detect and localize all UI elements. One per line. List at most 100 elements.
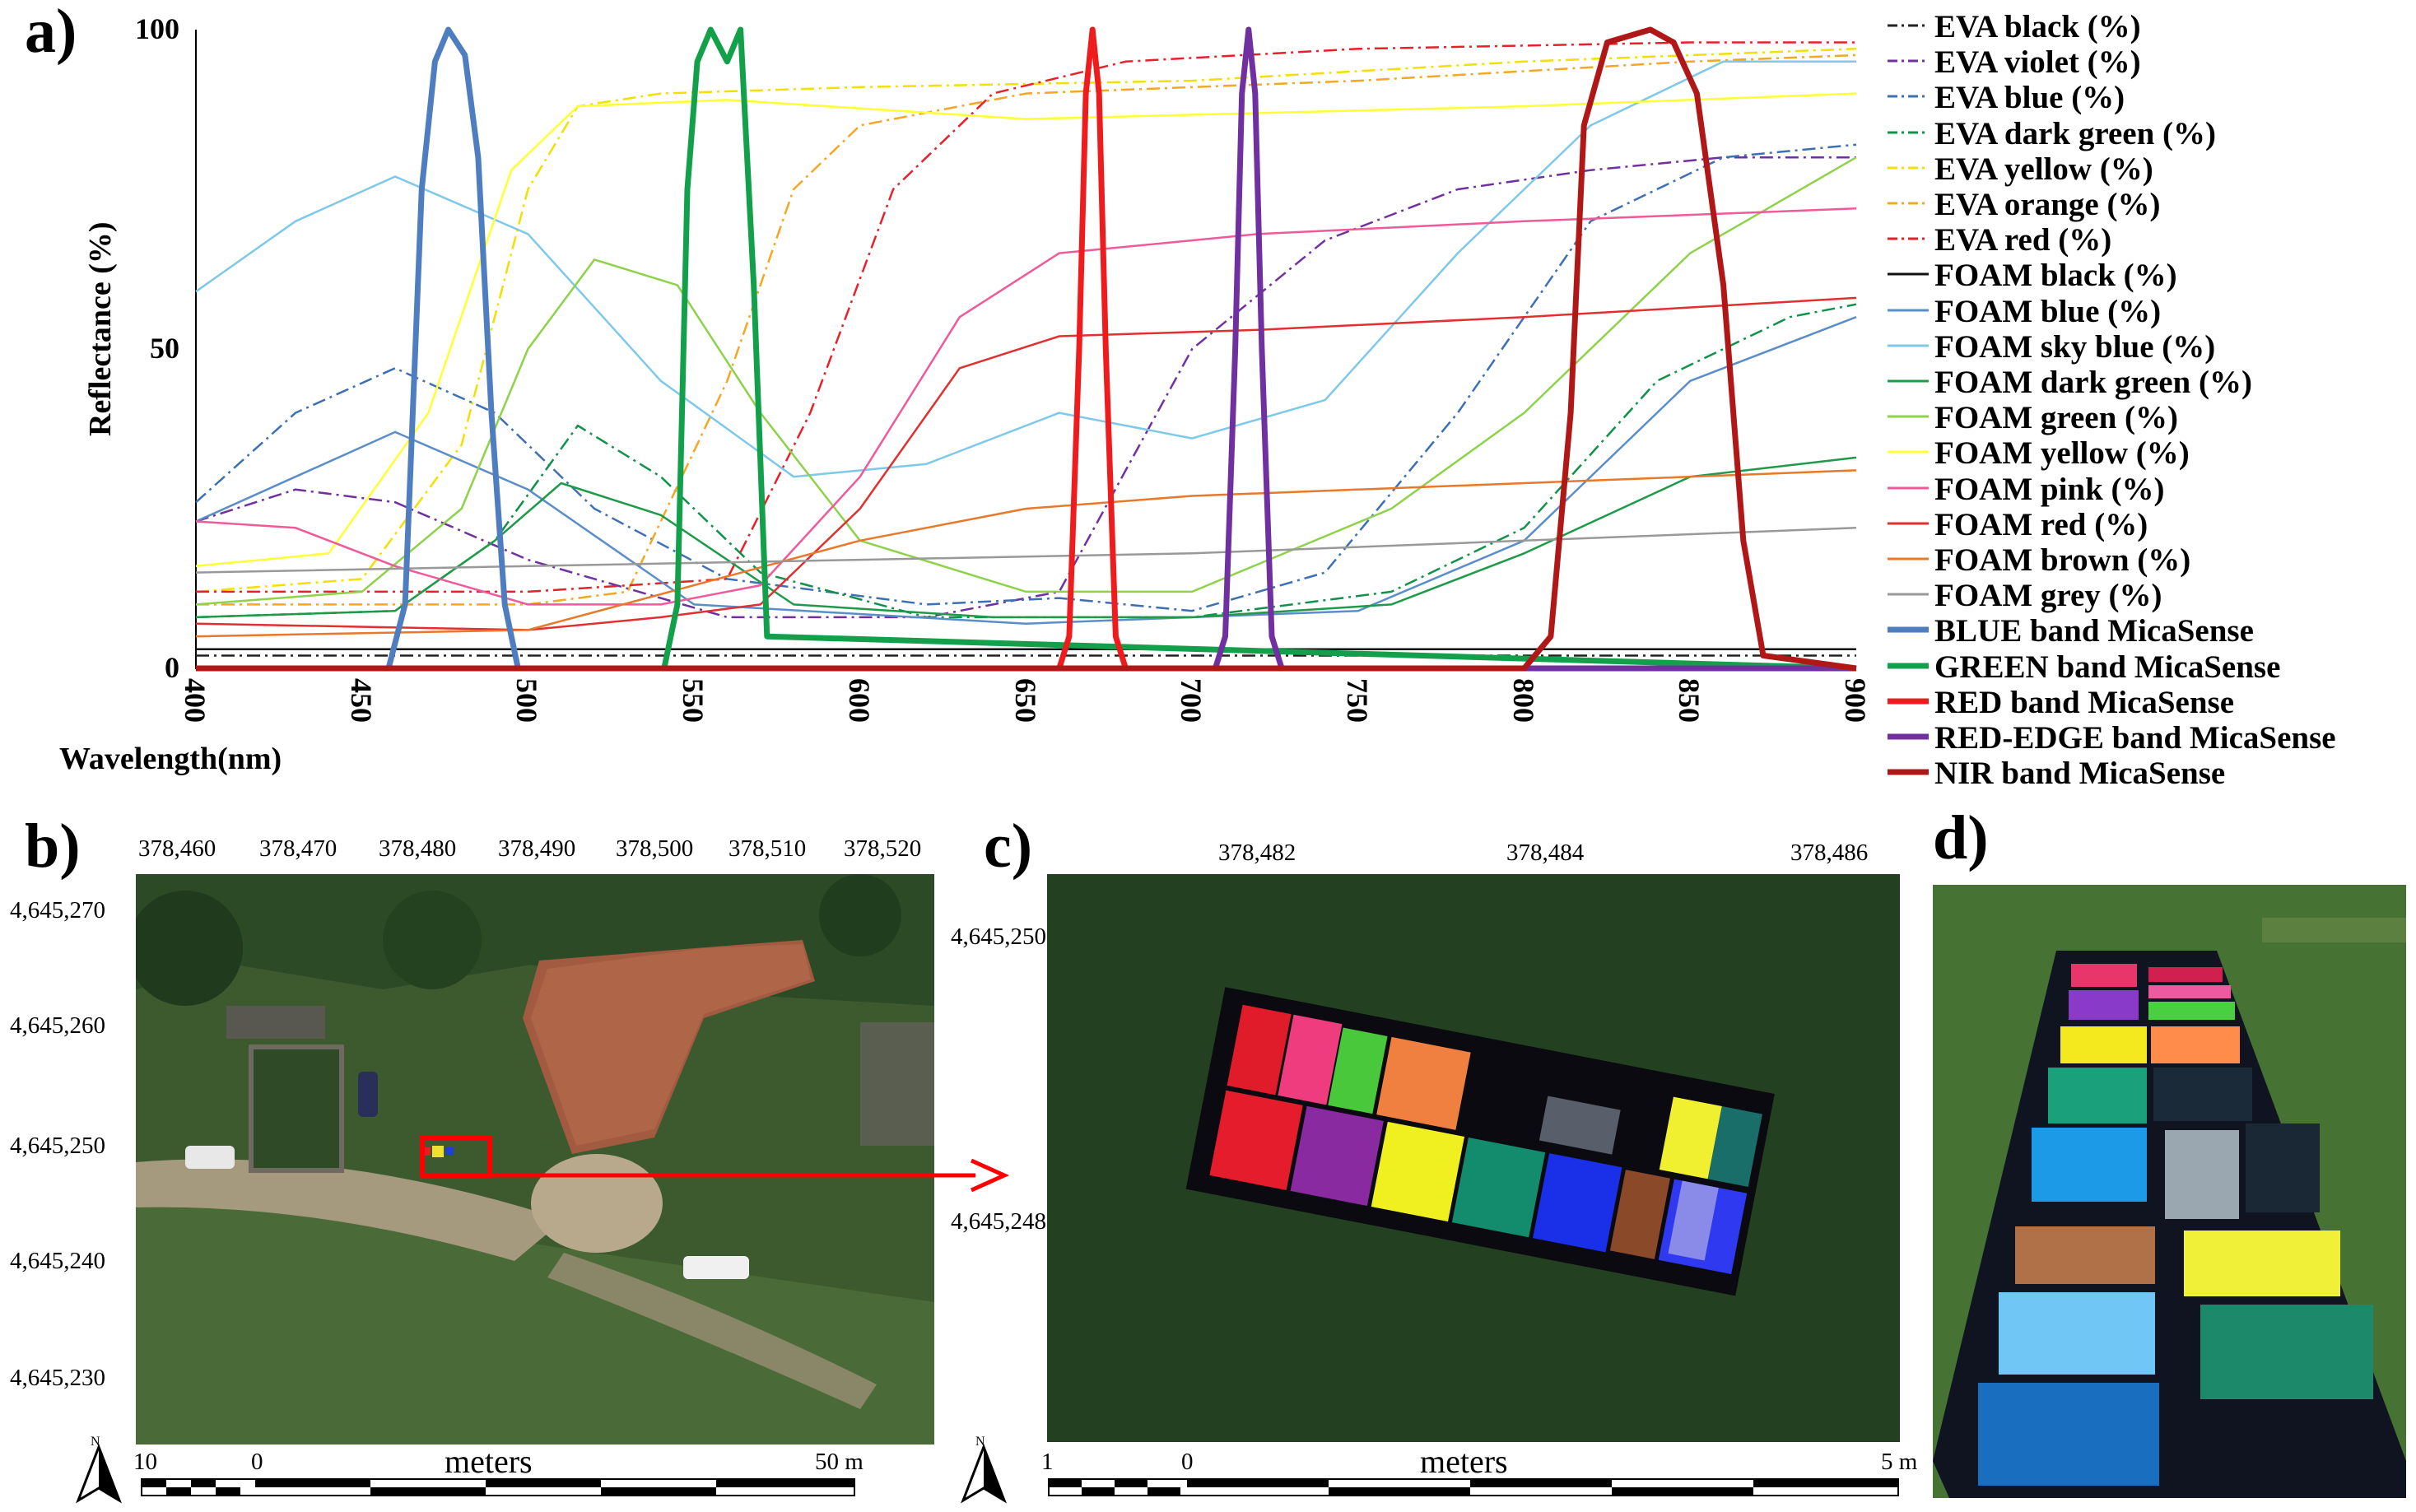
legend-swatch bbox=[1888, 626, 1929, 633]
legend-swatch bbox=[1888, 95, 1929, 98]
scale-c-right: 5 m bbox=[1881, 1449, 1918, 1475]
series-line-14 bbox=[195, 296, 1857, 631]
legend-label: RED band MicaSense bbox=[1934, 684, 2235, 720]
map-coord-label: 4,645,250 bbox=[951, 923, 1046, 950]
legend-swatch bbox=[1888, 698, 1929, 705]
legend-label: FOAM pink (%) bbox=[1934, 471, 2165, 507]
legend-label: EVA black (%) bbox=[1934, 9, 2141, 44]
legend-label: FOAM blue (%) bbox=[1934, 293, 2162, 329]
x-tick-label: 550 bbox=[677, 678, 710, 723]
spectral-chart bbox=[195, 26, 1857, 672]
legend-swatch bbox=[1888, 344, 1929, 347]
series-line-20 bbox=[196, 26, 1856, 672]
legend-swatch bbox=[1888, 486, 1929, 490]
legend-label: EVA red (%) bbox=[1934, 222, 2112, 258]
map-coord-label: 378,460 bbox=[138, 835, 216, 862]
map-coord-label: 378,480 bbox=[379, 835, 457, 862]
legend-swatch bbox=[1888, 733, 1929, 740]
map-coord-label: 4,645,250 bbox=[10, 1133, 105, 1159]
x-tick-label: 450 bbox=[344, 678, 378, 723]
series-line-18 bbox=[196, 26, 1857, 672]
map-coord-label: 378,470 bbox=[259, 835, 337, 862]
legend-swatch bbox=[1888, 166, 1929, 170]
legend-label: FOAM dark green (%) bbox=[1934, 365, 2252, 400]
map-coord-label: 4,645,260 bbox=[10, 1012, 105, 1039]
map-coord-label: 4,645,248 bbox=[951, 1208, 1046, 1235]
x-tick-label: 850 bbox=[1673, 678, 1706, 723]
series-line-15 bbox=[195, 469, 1857, 638]
series-line-21 bbox=[196, 26, 1857, 672]
x-tick-label: 700 bbox=[1175, 678, 1208, 723]
map-coord-label: 378,490 bbox=[498, 835, 576, 862]
legend-label: EVA blue (%) bbox=[1934, 80, 2125, 116]
series-line-13 bbox=[195, 207, 1857, 606]
series-line-16 bbox=[195, 527, 1857, 574]
zoom-arrow bbox=[490, 1158, 1010, 1193]
legend-label: FOAM yellow (%) bbox=[1934, 435, 2190, 472]
legend-swatch bbox=[1888, 309, 1929, 312]
y-axis-label: Reflectance (%) bbox=[83, 221, 118, 436]
map-coord-label: 4,645,270 bbox=[10, 897, 105, 923]
series-line-9 bbox=[195, 60, 1856, 478]
map-c-zoom-image bbox=[1047, 874, 1900, 1442]
legend-label: BLUE band MicaSense bbox=[1934, 613, 2254, 649]
series-line-19 bbox=[196, 26, 1856, 672]
legend-label: GREEN band MicaSense bbox=[1934, 649, 2281, 685]
legend-label: NIR band MicaSense bbox=[1934, 756, 2226, 792]
scale-c-units: meters bbox=[1420, 1443, 1508, 1480]
scale-c-zero: 0 bbox=[1181, 1449, 1194, 1475]
x-tick-label: 900 bbox=[1839, 678, 1872, 723]
scale-b-zero: 0 bbox=[251, 1449, 263, 1475]
x-axis-label: Wavelength(nm) bbox=[59, 742, 282, 776]
north-arrow-b bbox=[76, 1443, 122, 1504]
chart-axes bbox=[195, 30, 1856, 669]
series-line-10 bbox=[195, 456, 1857, 619]
series-line-8 bbox=[195, 316, 1857, 625]
legend-swatch bbox=[1888, 237, 1929, 240]
x-tick-label: 750 bbox=[1340, 678, 1374, 723]
x-tick-label: 500 bbox=[510, 678, 544, 723]
legend-label: FOAM sky blue (%) bbox=[1934, 328, 2216, 365]
legend-label: FOAM brown (%) bbox=[1934, 542, 2191, 578]
series-line-4 bbox=[195, 48, 1857, 593]
series-line-11 bbox=[195, 156, 1857, 606]
series-line-17 bbox=[196, 26, 1856, 672]
x-tick-label: 650 bbox=[1008, 678, 1042, 723]
scale-c-left: 1 bbox=[1041, 1449, 1054, 1475]
scale-b-left: 10 bbox=[133, 1449, 157, 1475]
map-coord-label: 378,486 bbox=[1790, 840, 1869, 866]
legend-swatch bbox=[1888, 272, 1929, 276]
legend-label: FOAM green (%) bbox=[1934, 400, 2179, 436]
series-line-6 bbox=[196, 41, 1856, 593]
legend-swatch bbox=[1888, 415, 1929, 418]
north-arrow-c bbox=[961, 1443, 1007, 1504]
legend-label: RED-EDGE band MicaSense bbox=[1934, 720, 2336, 756]
legend-swatch bbox=[1888, 59, 1929, 63]
legend-label: EVA dark green (%) bbox=[1934, 115, 2216, 151]
legend-swatch bbox=[1888, 593, 1929, 596]
y-tick-label: 0 bbox=[165, 651, 179, 684]
map-coord-label: 378,520 bbox=[844, 835, 922, 862]
scale-bar-c bbox=[1048, 1478, 1899, 1496]
legend-swatch bbox=[1888, 769, 1929, 775]
series-line-12 bbox=[195, 92, 1857, 568]
map-coord-label: 378,500 bbox=[616, 835, 694, 862]
map-coord-label: 378,510 bbox=[729, 835, 807, 862]
map-coord-label: 378,482 bbox=[1218, 840, 1296, 866]
map-coord-label: 378,484 bbox=[1506, 840, 1585, 866]
legend-swatch bbox=[1888, 663, 1929, 669]
scale-bar-b bbox=[141, 1478, 855, 1496]
map-b-aerial-image bbox=[136, 874, 934, 1445]
scale-b-units: meters bbox=[445, 1443, 533, 1480]
legend-swatch bbox=[1888, 557, 1929, 561]
scale-b-north: N bbox=[91, 1435, 100, 1449]
map-coord-label: 4,645,240 bbox=[10, 1248, 105, 1274]
legend-swatch bbox=[1888, 131, 1929, 134]
scale-c-north: N bbox=[975, 1435, 985, 1449]
panel-label-a: a) bbox=[25, 0, 77, 66]
scale-b-right: 50 m bbox=[815, 1449, 864, 1475]
series-line-1 bbox=[195, 156, 1856, 619]
legend-label: EVA violet (%) bbox=[1934, 44, 2141, 81]
legend-label: EVA orange (%) bbox=[1934, 187, 2161, 222]
map-coord-label: 4,645,230 bbox=[10, 1365, 105, 1391]
